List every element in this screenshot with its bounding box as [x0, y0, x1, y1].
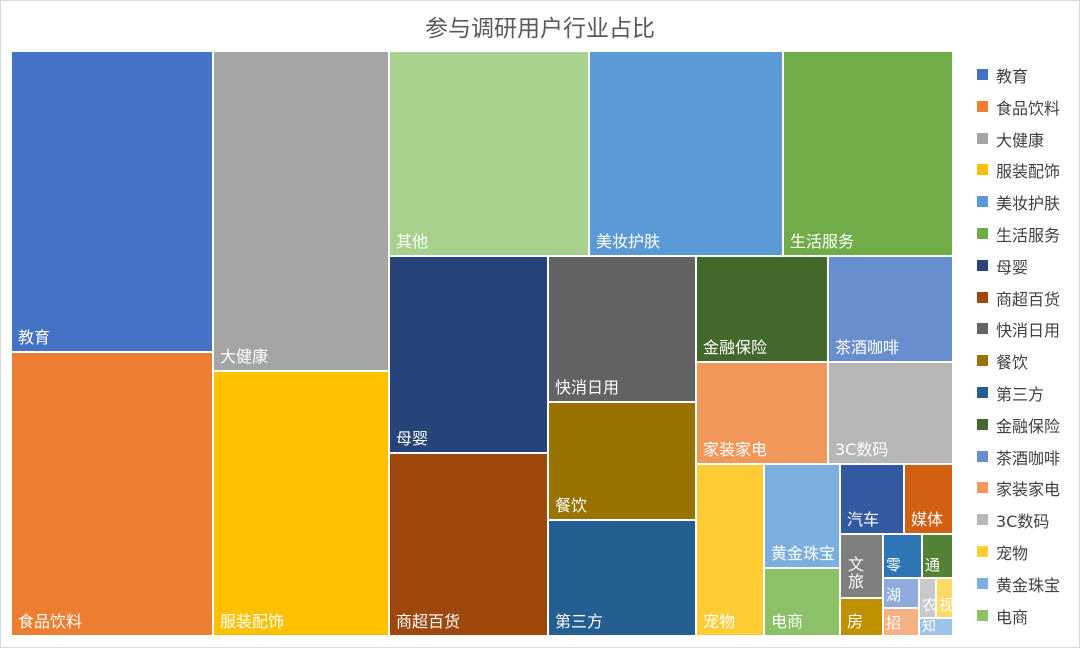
treemap-tile: 生活服务: [784, 52, 954, 257]
treemap-tile: 3C数码: [829, 363, 954, 465]
treemap-tile: 湖: [884, 579, 920, 609]
legend-label: 第三方: [996, 384, 1045, 404]
legend-label: 茶酒咖啡: [996, 448, 1061, 468]
treemap-tile: 文旅: [841, 535, 884, 599]
treemap-tile-label: 农: [922, 595, 937, 614]
treemap-tile-label: 通: [925, 555, 941, 574]
treemap-tile: 商超百货: [390, 454, 549, 637]
treemap-tile: 金融保险: [697, 257, 829, 363]
legend-label: 教育: [996, 67, 1029, 86]
treemap-tile-label: 3C数码: [835, 440, 889, 460]
treemap-tile: 第三方: [549, 521, 697, 637]
treemap-tile: 视: [937, 579, 954, 619]
legend-swatch: [977, 259, 988, 271]
treemap-tile: 食品饮料: [12, 353, 214, 637]
treemap-tile: 通: [923, 535, 954, 579]
legend-swatch: [977, 164, 988, 176]
treemap-tile-label: 零: [886, 555, 902, 574]
treemap-tile: 快消日用: [549, 257, 697, 403]
legend-swatch: [977, 386, 988, 398]
treemap-tile-label: 生活服务: [790, 232, 855, 252]
treemap-tile: 媒体: [905, 465, 954, 535]
legend-label: 金融保险: [996, 416, 1061, 436]
treemap-tile: 餐饮: [549, 403, 697, 521]
treemap-tile: 教育: [12, 52, 214, 353]
treemap-tile-label: 服装配饰: [220, 612, 285, 632]
legend-swatch: [977, 100, 988, 112]
legend-label: 生活服务: [996, 225, 1061, 245]
treemap-tile-label: 快消日用: [555, 378, 620, 398]
treemap-tile: 大健康: [214, 52, 390, 372]
legend-swatch: [977, 132, 988, 144]
treemap-tile-label: 教育: [18, 328, 51, 348]
treemap-tile-label: 汽车: [847, 510, 880, 530]
legend-swatch: [977, 418, 988, 430]
treemap-tile: 母婴: [390, 257, 549, 454]
treemap-tile-label: 媒体: [911, 510, 944, 530]
treemap-tile-label: 视: [939, 595, 954, 614]
treemap-tile-label: 房: [847, 612, 864, 632]
treemap-tile-label: 招: [886, 613, 902, 632]
treemap-tile-label: 其他: [396, 232, 429, 252]
legend-swatch: [977, 323, 988, 335]
legend-label: 快消日用: [996, 321, 1061, 341]
treemap-tile-label: 宠物: [703, 612, 736, 632]
treemap-tile-label: 金融保险: [703, 338, 768, 358]
legend-swatch: [977, 227, 988, 239]
treemap-tile: 美妆护肤: [590, 52, 784, 257]
legend-label: 黄金珠宝: [996, 575, 1061, 595]
legend-label: 家装家电: [996, 480, 1061, 500]
legend-label: 宠物: [996, 543, 1029, 563]
treemap-tile: 服装配饰: [214, 372, 390, 637]
legend-label: 大健康: [996, 130, 1045, 150]
treemap-tile: 汽车: [841, 465, 905, 535]
chart-title: 参与调研用户行业占比: [425, 16, 655, 42]
legend-swatch: [977, 291, 988, 303]
legend-label: 服装配饰: [996, 162, 1061, 182]
legend-swatch: [977, 545, 988, 557]
treemap-tile: 知: [920, 619, 954, 637]
treemap-tile-label: 文旅: [848, 554, 865, 592]
legend-swatch: [977, 355, 988, 367]
legend-label: 商超百货: [996, 289, 1061, 309]
legend-swatch: [977, 196, 988, 208]
treemap-tile-label: 黄金珠宝: [771, 544, 836, 564]
legend-swatch: [977, 482, 988, 494]
treemap-tile-label: 餐饮: [555, 496, 588, 516]
legend-label: 餐饮: [996, 353, 1029, 373]
treemap-tile-label: 母婴: [396, 429, 429, 449]
treemap-tile: 黄金珠宝: [765, 465, 841, 569]
treemap-tile: 其他: [390, 52, 590, 257]
treemap-tile: 家装家电: [697, 363, 829, 465]
treemap-tile-label: 湖: [886, 585, 902, 604]
treemap-tile-label: 商超百货: [396, 612, 461, 632]
treemap-tile: 招: [884, 609, 920, 637]
treemap-tile-label: 家装家电: [703, 440, 768, 460]
treemap-tile-label: 茶酒咖啡: [835, 338, 900, 358]
treemap-tile-label: 知: [922, 619, 936, 635]
treemap-tile: 茶酒咖啡: [829, 257, 954, 363]
treemap-tile-label: 美妆护肤: [596, 232, 661, 252]
legend-swatch: [977, 609, 988, 621]
treemap-tile: 农: [920, 579, 937, 619]
treemap-tile-label: 食品饮料: [18, 612, 83, 632]
legend-swatch: [977, 514, 988, 526]
legend-swatch: [977, 450, 988, 462]
treemap-tile: 零: [884, 535, 923, 579]
legend-label: 电商: [996, 607, 1029, 627]
treemap-tile: 房: [841, 599, 884, 637]
treemap-tile: 电商: [765, 569, 841, 637]
treemap-tile-label: 电商: [771, 612, 804, 632]
legend-label: 美妆护肤: [996, 194, 1061, 214]
legend-label: 食品饮料: [996, 98, 1061, 118]
legend-swatch: [977, 69, 988, 80]
treemap-tile-label: 第三方: [555, 612, 604, 632]
legend-label: 3C数码: [996, 512, 1050, 532]
treemap-tile: 宠物: [697, 465, 765, 637]
legend-label: 母婴: [996, 257, 1029, 277]
treemap-tile-label: 大健康: [220, 347, 269, 367]
legend-swatch: [977, 577, 988, 589]
